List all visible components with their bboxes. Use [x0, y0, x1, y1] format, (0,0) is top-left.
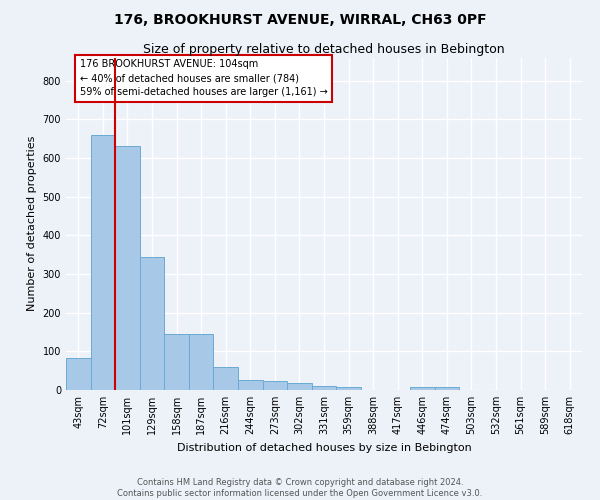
- X-axis label: Distribution of detached houses by size in Bebington: Distribution of detached houses by size …: [176, 442, 472, 452]
- Bar: [164, 334, 189, 390]
- Bar: [336, 388, 361, 390]
- Text: 176 BROOKHURST AVENUE: 104sqm
← 40% of detached houses are smaller (784)
59% of : 176 BROOKHURST AVENUE: 104sqm ← 40% of d…: [80, 60, 327, 98]
- Bar: [263, 382, 287, 390]
- Text: 176, BROOKHURST AVENUE, WIRRAL, CH63 0PF: 176, BROOKHURST AVENUE, WIRRAL, CH63 0PF: [113, 12, 487, 26]
- Bar: [434, 387, 459, 390]
- Bar: [287, 383, 312, 390]
- Y-axis label: Number of detached properties: Number of detached properties: [27, 136, 37, 312]
- Title: Size of property relative to detached houses in Bebington: Size of property relative to detached ho…: [143, 44, 505, 57]
- Bar: [91, 135, 115, 390]
- Bar: [140, 256, 164, 390]
- Bar: [238, 380, 263, 390]
- Bar: [115, 146, 140, 390]
- Bar: [66, 358, 91, 390]
- Bar: [312, 386, 336, 390]
- Bar: [410, 387, 434, 390]
- Bar: [189, 334, 214, 390]
- Text: Contains HM Land Registry data © Crown copyright and database right 2024.
Contai: Contains HM Land Registry data © Crown c…: [118, 478, 482, 498]
- Bar: [214, 367, 238, 390]
